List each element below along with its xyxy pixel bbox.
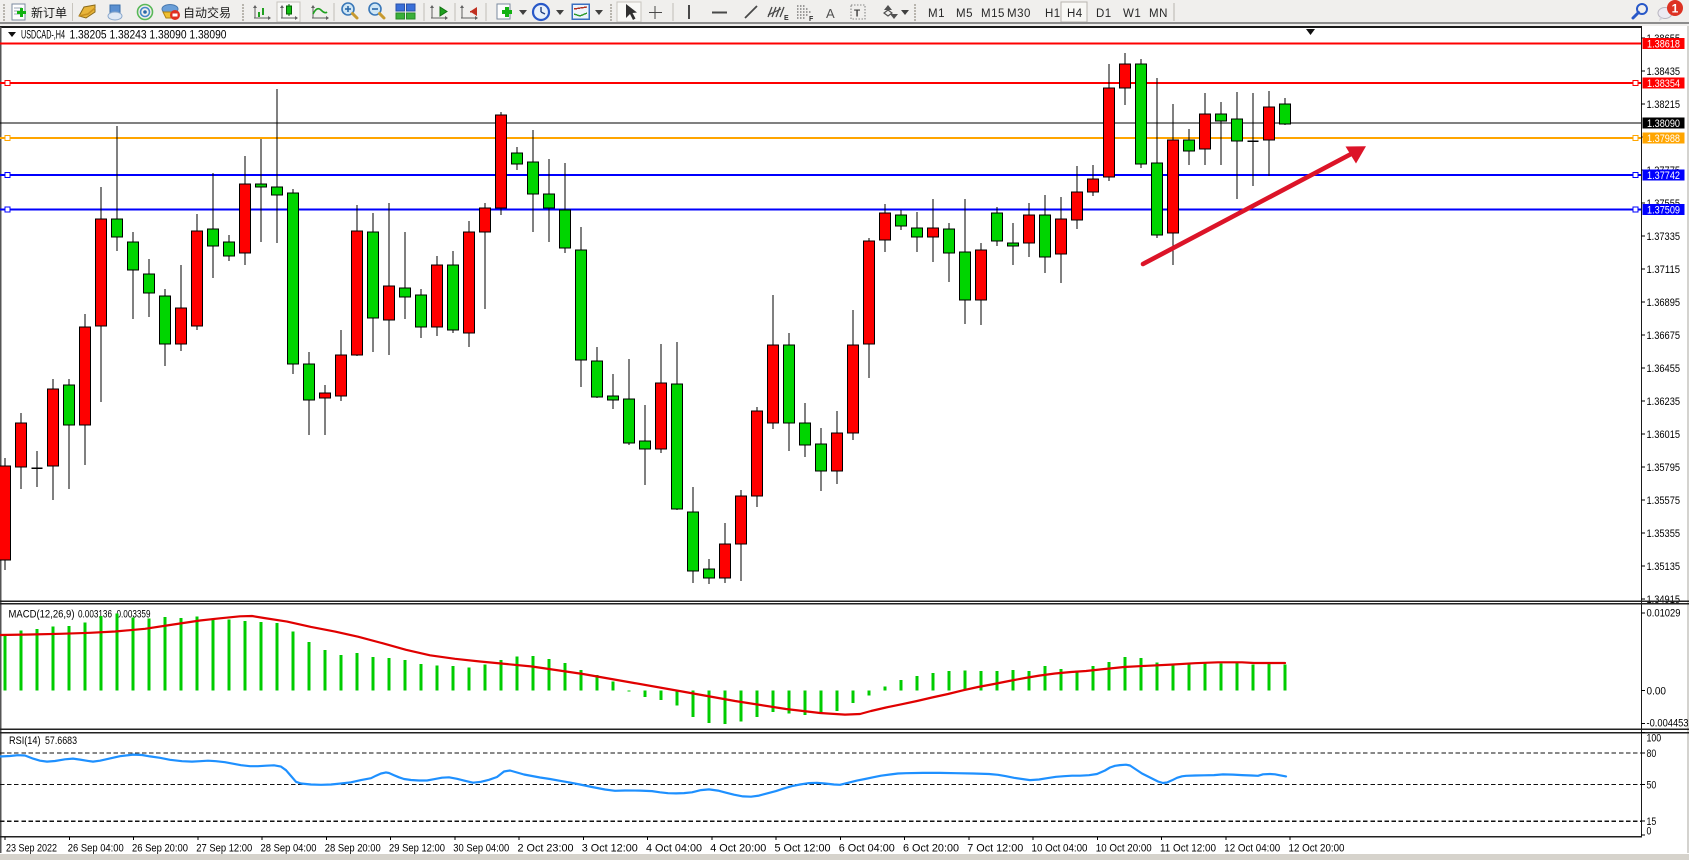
svg-text:MACD(12,26,9): MACD(12,26,9) [9,609,75,621]
svg-text:E: E [784,15,789,22]
svg-text:1.36675: 1.36675 [1647,330,1681,342]
svg-text:1.36235: 1.36235 [1647,396,1681,408]
svg-text:1.37509: 1.37509 [1647,205,1680,217]
svg-text:1.37115: 1.37115 [1647,264,1681,276]
svg-text:M5: M5 [956,8,973,20]
svg-text:RSI(14): RSI(14) [9,735,41,747]
svg-text:0.003136: 0.003136 [78,609,112,621]
svg-text:26 Sep 20:00: 26 Sep 20:00 [132,843,188,855]
svg-text:F: F [809,16,814,23]
svg-text:D1: D1 [1096,8,1112,20]
svg-text:1.37988: 1.37988 [1647,133,1680,145]
svg-text:0.01029: 0.01029 [1647,608,1681,620]
svg-text:H1: H1 [1045,8,1061,20]
svg-text:MN: MN [1149,8,1168,20]
svg-text:11 Oct 12:00: 11 Oct 12:00 [1160,843,1216,855]
svg-text:新订单: 新订单 [31,5,67,20]
svg-text:1.38435: 1.38435 [1647,66,1681,78]
svg-text:80: 80 [1647,748,1657,760]
svg-text:5 Oct 12:00: 5 Oct 12:00 [775,843,831,855]
svg-text:29 Sep 12:00: 29 Sep 12:00 [389,843,445,855]
svg-text:H4: H4 [1067,8,1083,20]
svg-text:28 Sep 04:00: 28 Sep 04:00 [261,843,317,855]
svg-text:23 Sep 2022: 23 Sep 2022 [6,843,57,855]
svg-text:1.38215: 1.38215 [1647,99,1681,111]
svg-text:1.35795: 1.35795 [1647,462,1681,474]
svg-text:0: 0 [1647,826,1652,838]
svg-text:M1: M1 [928,8,945,20]
svg-text:W1: W1 [1123,8,1141,20]
svg-text:1.38090: 1.38090 [1647,118,1680,130]
svg-text:10 Oct 20:00: 10 Oct 20:00 [1096,843,1152,855]
svg-text:1.38618: 1.38618 [1647,39,1680,51]
svg-text:6 Oct 20:00: 6 Oct 20:00 [903,843,959,855]
svg-text:1.35355: 1.35355 [1647,528,1681,540]
svg-text:1.38205 1.38243 1.38090 1.3809: 1.38205 1.38243 1.38090 1.38090 [70,30,227,42]
svg-text:-0.004453: -0.004453 [1647,718,1689,730]
svg-text:0.003359: 0.003359 [117,609,151,621]
svg-text:1.37335: 1.37335 [1647,231,1681,243]
svg-text:1.34915: 1.34915 [1647,594,1681,606]
svg-text:4 Oct 20:00: 4 Oct 20:00 [710,843,766,855]
svg-text:15: 15 [1647,816,1657,828]
svg-text:T: T [854,9,860,20]
svg-text:1: 1 [1672,2,1679,16]
svg-text:自动交易: 自动交易 [183,5,231,20]
svg-text:1.36015: 1.36015 [1647,429,1681,441]
svg-text:26 Sep 04:00: 26 Sep 04:00 [68,843,124,855]
svg-text:M15: M15 [981,8,1005,20]
svg-text:12 Oct 20:00: 12 Oct 20:00 [1289,843,1345,855]
svg-text:28 Sep 20:00: 28 Sep 20:00 [325,843,381,855]
svg-text:3 Oct 12:00: 3 Oct 12:00 [582,843,638,855]
svg-text:1.36895: 1.36895 [1647,297,1681,309]
svg-text:1.38354: 1.38354 [1647,78,1680,90]
svg-text:12 Oct 04:00: 12 Oct 04:00 [1224,843,1280,855]
svg-text:100: 100 [1647,733,1662,745]
svg-text:USDCAD-,H4: USDCAD-,H4 [21,30,65,42]
svg-text:6 Oct 04:00: 6 Oct 04:00 [839,843,895,855]
svg-text:1.37742: 1.37742 [1647,170,1680,182]
svg-text:1.35135: 1.35135 [1647,561,1681,573]
svg-text:7 Oct 12:00: 7 Oct 12:00 [967,843,1023,855]
svg-text:27 Sep 12:00: 27 Sep 12:00 [196,843,252,855]
svg-text:57.6683: 57.6683 [45,735,77,747]
svg-text:50: 50 [1647,780,1657,792]
svg-text:2 Oct 23:00: 2 Oct 23:00 [518,843,574,855]
svg-text:1.35575: 1.35575 [1647,495,1681,507]
svg-text:1.36455: 1.36455 [1647,363,1681,375]
svg-text:10 Oct 04:00: 10 Oct 04:00 [1032,843,1088,855]
svg-text:0.00: 0.00 [1647,686,1667,698]
svg-text:A: A [826,6,835,21]
svg-text:30 Sep 04:00: 30 Sep 04:00 [453,843,509,855]
svg-text:4 Oct 04:00: 4 Oct 04:00 [646,843,702,855]
svg-text:M30: M30 [1007,8,1031,20]
